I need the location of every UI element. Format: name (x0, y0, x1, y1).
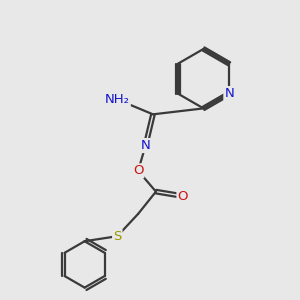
Text: O: O (133, 164, 143, 177)
Text: O: O (177, 190, 188, 202)
Text: N: N (141, 139, 150, 152)
Text: S: S (113, 230, 122, 243)
Text: N: N (224, 87, 234, 100)
Text: NH₂: NH₂ (105, 93, 130, 106)
